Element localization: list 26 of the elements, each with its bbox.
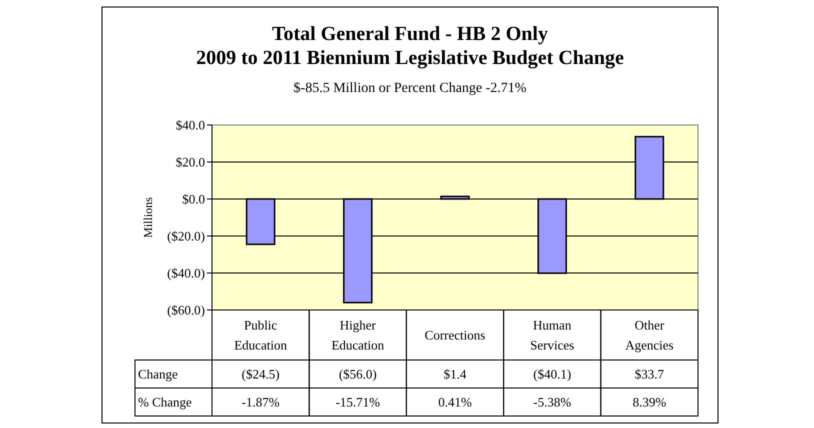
text: 0.41% [438,394,472,410]
y-tick-label: ($40.0) [167,266,205,281]
data-label: ($56.0) [338,366,377,382]
text: % Change [138,394,192,410]
data-label: ($24.5) [242,366,280,382]
x-tick-label: Higher Education [331,318,385,353]
chart-subtitle: $-85.5 Million or Percent Change -2.71% [294,81,527,96]
text: -15.71% [336,394,380,410]
data-label: $33.7 [634,366,665,382]
text: Change [138,366,178,382]
y-tick-label: $20.0 [176,154,205,170]
y-tick-label: $0.0 [182,192,205,207]
data-label: $1.4 [444,366,467,382]
x-tick-label: Corrections [424,328,486,343]
y-tick-label: ($60.0) [167,302,205,318]
chart-title: Total General Fund - HB 2 Only 2009 to 2011 Biennium Legislative Budget Change [196,23,624,69]
y-axis-title: Millions [141,196,155,238]
data-label: ($40.1) [533,366,572,382]
y-tick-label: ($20.0) [167,228,205,244]
text: -1.87% [242,394,280,410]
x-tick-label: Other Agencies [625,318,674,353]
y-tick-label: $40.0 [176,118,205,133]
text: 8.39% [632,394,666,410]
x-tick-label: Public Education [234,318,288,353]
x-tick-label: Human Services [530,318,574,353]
text: -5.38% [533,394,572,410]
